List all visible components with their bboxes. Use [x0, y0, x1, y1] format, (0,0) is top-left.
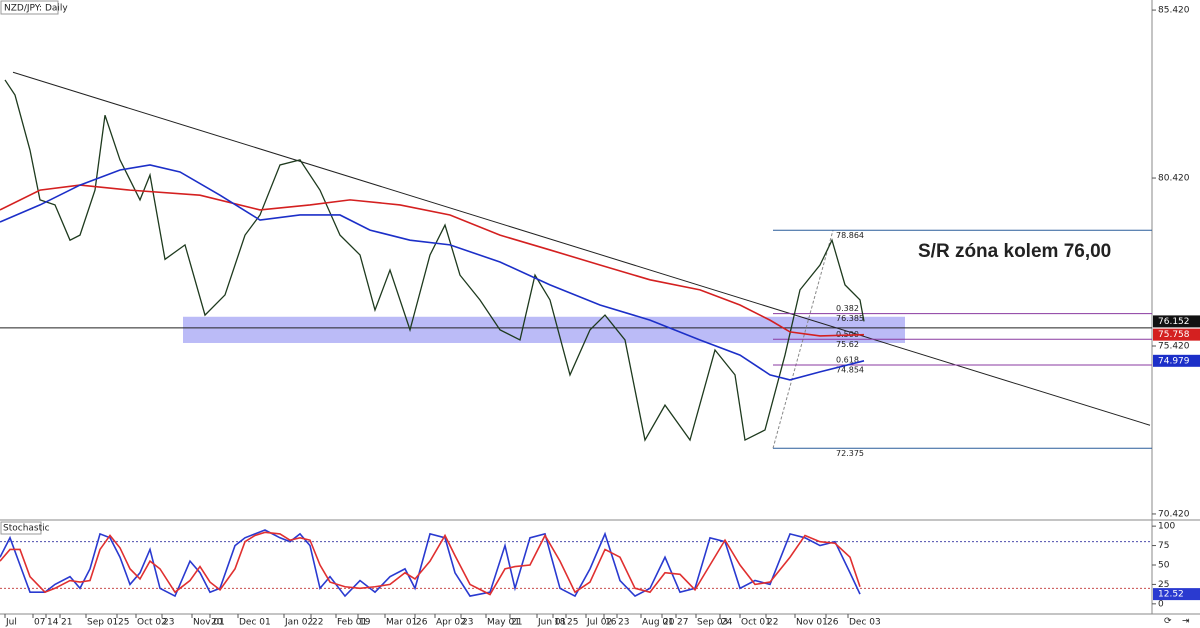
x-tick-label: Oct 01 [741, 618, 771, 628]
icon[interactable]: ⟳ [1164, 617, 1172, 627]
x-tick-label: 20 [211, 618, 223, 628]
x-tick-label: 22 [312, 618, 323, 628]
series-line [0, 531, 861, 596]
price-tag [1153, 354, 1200, 367]
x-tick-label: 14 [47, 618, 59, 628]
y-tick-label: 25 [1158, 580, 1169, 590]
x-tick-label: Oct 02 [137, 618, 167, 628]
x-tick-label: 19 [359, 618, 371, 628]
x-tick-label: Dec 01 [239, 618, 271, 628]
y-tick-label: 75.420 [1158, 341, 1190, 351]
x-tick-label: Sep 01 [87, 618, 118, 628]
x-tick-label: 18 [554, 618, 566, 628]
x-tick-label: 21 [61, 618, 72, 628]
x-tick-label: Jan 02 [284, 618, 313, 628]
price-tag-label: 12.52 [1158, 590, 1184, 600]
annotation: S/R zóna kolem 76,00 [918, 241, 1111, 262]
x-tick-label: 25 [118, 618, 129, 628]
x-tick-label: Apr 02 [436, 618, 466, 628]
x-tick-label: 27 [677, 618, 688, 628]
series-line [0, 184, 865, 337]
y-tick-label: 70.420 [1158, 509, 1190, 519]
x-tick-label: Sep 03 [697, 618, 728, 628]
x-tick-label: Jul [5, 618, 17, 628]
x-tick-label: 23 [618, 618, 629, 628]
y-tick-label: 80.420 [1158, 174, 1190, 184]
x-tick-label: Jun 01 [537, 618, 566, 628]
x-tick-label: Jul 02 [586, 618, 612, 628]
x-tick-label: 26 [416, 618, 428, 628]
price-tag-label: 75.758 [1158, 330, 1190, 340]
fib-price: 78.864 [836, 231, 864, 240]
x-tick-label: 07 [34, 618, 45, 628]
price-tag [1153, 315, 1200, 328]
stoch-title-box [0, 521, 42, 535]
x-tick-label: May 01 [487, 618, 520, 628]
x-tick-label: 25 [567, 618, 578, 628]
x-tick-label: 21 [511, 618, 522, 628]
x-tick-label: Nov 01 [796, 618, 828, 628]
x-tick-label: 16 [605, 618, 617, 628]
x-tick-label: 22 [767, 618, 778, 628]
x-tick-label: 23 [163, 618, 174, 628]
x-tick-label: Mar 01 [386, 618, 417, 628]
price-tag-label: 74.979 [1158, 356, 1190, 366]
series-line [4, 79, 865, 442]
x-tick-label: Feb 01 [337, 618, 367, 628]
y-tick-label: 85.420 [1158, 6, 1190, 16]
x-tick-label: 23 [462, 618, 473, 628]
sr-zone [183, 316, 905, 343]
chart-title: NZD/JPY: Daily [4, 4, 68, 14]
fib-ratio: 0.618 [836, 356, 859, 365]
y-tick-label: 0 [1158, 599, 1164, 609]
price-tag [1153, 328, 1200, 341]
fib-swing [772, 230, 834, 449]
x-tick-label: Aug 01 [642, 618, 674, 628]
price-tag [1153, 588, 1200, 601]
x-tick-label: Nov 01 [193, 618, 225, 628]
x-tick-label: 26 [827, 618, 839, 628]
fib-price: 74.854 [836, 366, 864, 375]
fib-ratio: 0.382 [836, 304, 859, 313]
series-line [0, 164, 865, 381]
price-tag-label: 76.152 [1158, 317, 1190, 327]
series-line [0, 529, 861, 598]
title-box [0, 0, 59, 15]
corner-icons[interactable]: ⟳ ⇥ [1164, 617, 1190, 627]
y-tick-label: 50 [1158, 560, 1170, 570]
stoch-title: Stochastic [3, 524, 50, 534]
x-tick-label: 24 [721, 618, 733, 628]
fib-price: 75.62 [836, 340, 859, 349]
x-tick-label: 20 [663, 618, 675, 628]
icon[interactable]: ⇥ [1182, 617, 1190, 627]
fib-price: 76.385 [836, 314, 864, 323]
x-tick-label: Dec 03 [849, 618, 881, 628]
trendline [12, 71, 1151, 426]
fib-ratio: 0.500 [836, 330, 859, 339]
y-tick-label: 75 [1158, 541, 1169, 551]
fib-price: 72.375 [836, 449, 864, 458]
y-tick-label: 100 [1158, 522, 1175, 532]
